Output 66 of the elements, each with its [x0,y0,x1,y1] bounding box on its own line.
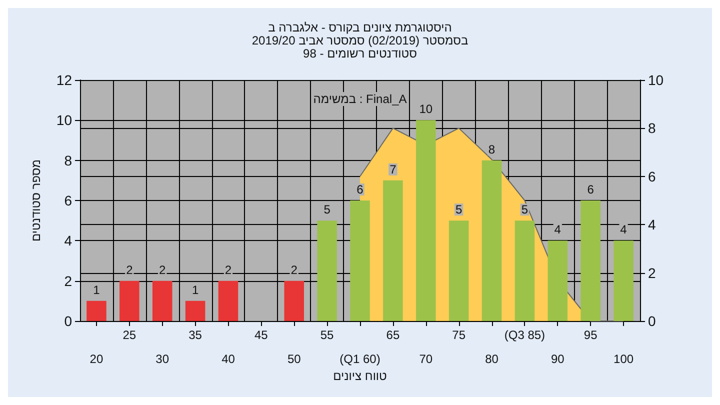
bar [383,180,403,321]
x-tick-label: 20 [90,352,104,366]
bar [152,280,172,321]
x-tick-label: 30 [156,352,170,366]
bar [218,280,238,321]
bar [614,240,634,321]
y-tick-label: 10 [56,112,72,128]
x-tick-label: 50 [287,352,302,366]
data-label: 1 [93,282,100,297]
x-tick-label: 55 [320,328,334,342]
bar [482,160,502,321]
bar [416,120,436,321]
bar [317,220,337,321]
x-tick-label: 25 [122,328,136,342]
y2-tick-label: 4 [648,216,656,233]
x-axis-title: טווח ציונים [333,368,388,383]
data-label: 7 [390,162,397,176]
bar [514,220,535,321]
x-tick-label: 90 [550,352,565,366]
bar [120,280,140,321]
x-tick-label: 70 [419,352,433,366]
y2-tick-label: 0 [648,313,656,329]
x-tick-label: 45 [254,328,268,342]
x-tick-label: 100 [614,352,634,366]
bar [185,300,206,321]
chart-title: היסטוגרמת ציונים בקורס - אלגברה ב בסמסטר (02/2019) סמסטר אביב 2019/20 סטודנטים רשומים - 98 [252,20,468,60]
data-label: 5 [455,202,462,217]
data-label: 10 [419,102,433,116]
y-axis-title: מספר סטודנטים [29,159,43,242]
data-label: 2 [224,262,232,277]
x-tick-label: (Q3 85) [504,328,546,342]
y2-tick-label: 2 [648,264,656,281]
bar [448,220,469,321]
bar [548,240,568,321]
y2-tick-label: 8 [648,120,656,136]
data-label: 8 [488,142,496,156]
y2-tick-label: 10 [648,72,664,88]
y-tick-label: 8 [64,152,72,168]
bar [580,200,600,321]
bar [284,280,304,321]
bar [86,300,106,321]
x-tick-label: 35 [188,328,202,342]
annotation: במשימה : Final_A [313,92,407,106]
x-tick-label: 65 [386,328,400,342]
data-label: 4 [620,222,628,237]
x-tick-label: 95 [584,328,598,342]
data-label: 4 [554,222,562,237]
data-label: 2 [159,262,166,277]
data-label: 1 [192,282,199,297]
bar [350,200,370,321]
data-label: 6 [356,182,364,196]
y2-tick-label: 6 [648,168,656,184]
data-label: 2 [126,262,134,277]
x-tick-label: 40 [222,352,236,366]
y-tick-label: 4 [64,232,72,249]
y-tick-label: 6 [64,192,72,208]
x-tick-label: 80 [485,352,499,366]
data-label: 6 [587,182,594,196]
y-tick-label: 2 [64,272,72,289]
x-tick-label: (Q1 60) [340,352,380,366]
data-label: 5 [324,202,331,217]
y-tick-label: 12 [56,72,72,88]
x-tick-label: 75 [452,328,466,342]
data-label: 5 [521,202,528,217]
y-tick-label: 0 [64,313,72,329]
data-label: 2 [290,262,298,277]
